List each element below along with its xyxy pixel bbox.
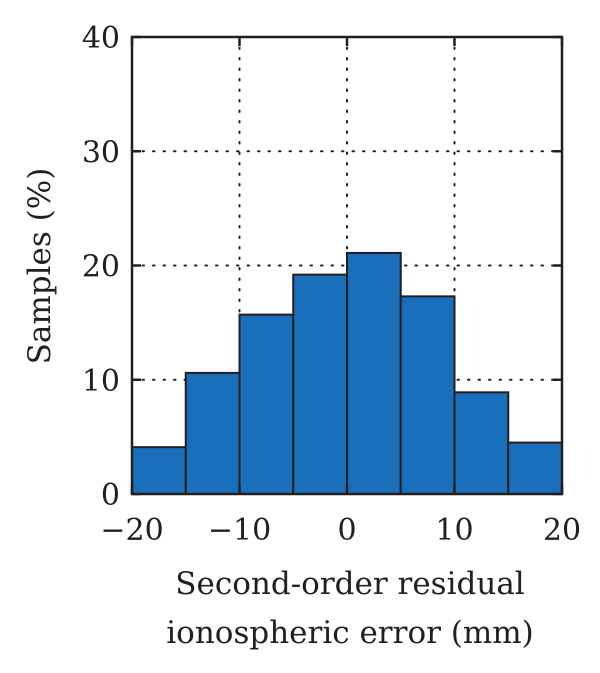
x-tick-label: 0 bbox=[337, 513, 356, 548]
y-tick-labels: 0 10 20 30 40 bbox=[82, 21, 120, 513]
x-axis-label-line-2: ionospheric error (mm) bbox=[166, 615, 534, 651]
x-tick-label: 20 bbox=[543, 513, 581, 548]
histogram-bar bbox=[292, 273, 348, 496]
histogram-bar bbox=[507, 441, 563, 495]
y-tick-label: 0 bbox=[101, 478, 120, 513]
x-tick-label: 10 bbox=[435, 513, 473, 548]
x-tick-label: −10 bbox=[208, 513, 271, 548]
y-tick-label: 40 bbox=[82, 21, 120, 56]
histogram-bar bbox=[184, 371, 241, 495]
x-axis-label-line-1: Second-order residual bbox=[175, 566, 524, 602]
y-axis-label: Samples (%) bbox=[22, 168, 58, 365]
x-tick-label: −20 bbox=[100, 513, 163, 548]
histogram-bar bbox=[131, 446, 187, 495]
y-tick-label: 20 bbox=[82, 250, 120, 285]
histogram-bar bbox=[346, 251, 402, 495]
axis-ticks bbox=[130, 35, 564, 496]
x-tick-labels: −20 −10 0 10 20 bbox=[100, 513, 581, 548]
histogram-bar bbox=[453, 391, 510, 496]
y-tick-label: 10 bbox=[82, 364, 120, 399]
histogram-bar bbox=[399, 295, 456, 495]
histogram-bar bbox=[238, 313, 295, 495]
bars bbox=[131, 251, 563, 496]
y-tick-label: 30 bbox=[82, 135, 120, 170]
grid bbox=[131, 36, 563, 495]
